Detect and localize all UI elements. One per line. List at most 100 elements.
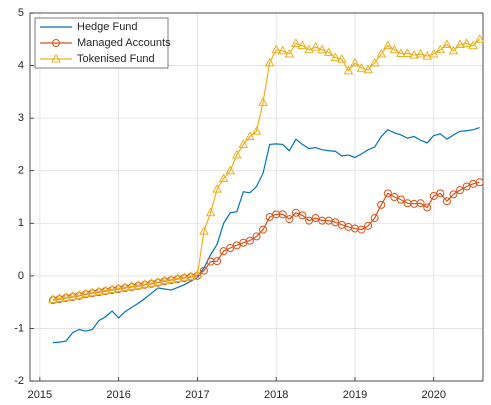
- legend: Hedge Fund Managed Accounts Tokenised Fund: [34, 17, 171, 69]
- marker: [291, 38, 301, 47]
- x-tick-label: 2016: [106, 389, 130, 401]
- marker: [87, 287, 98, 297]
- marker: [356, 62, 367, 72]
- marker: [468, 40, 479, 50]
- marker: [377, 200, 386, 209]
- marker: [442, 197, 451, 206]
- marker: [409, 49, 419, 59]
- marker: [416, 199, 425, 208]
- marker: [258, 97, 268, 106]
- marker: [172, 273, 183, 282]
- marker: [199, 225, 209, 235]
- marker: [212, 183, 222, 193]
- marker: [232, 241, 241, 250]
- marker: [271, 44, 282, 54]
- marker: [396, 195, 405, 204]
- y-tick-label: -2: [14, 375, 24, 387]
- y-tick-label: 1: [18, 217, 24, 229]
- marker: [415, 48, 426, 58]
- marker: [402, 48, 413, 57]
- marker: [264, 57, 275, 67]
- marker: [226, 243, 235, 252]
- marker: [428, 48, 439, 58]
- marker: [61, 292, 71, 301]
- y-tick-label: -1: [14, 322, 24, 334]
- marker: [317, 44, 327, 54]
- marker: [343, 65, 354, 75]
- marker: [389, 44, 400, 54]
- marker: [100, 285, 111, 295]
- marker: [192, 269, 203, 279]
- marker: [265, 212, 274, 221]
- plot-area: [30, 13, 483, 381]
- marker: [199, 266, 208, 275]
- marker: [305, 216, 314, 225]
- legend-label: Tokenised Fund: [77, 53, 155, 65]
- marker: [429, 191, 438, 200]
- x-tick-label: 2018: [264, 389, 288, 401]
- marker: [448, 45, 459, 55]
- marker: [423, 203, 432, 212]
- marker: [382, 40, 393, 50]
- marker: [259, 225, 268, 234]
- marker: [277, 45, 288, 55]
- marker: [376, 48, 387, 58]
- marker: [80, 288, 91, 298]
- legend-marker: [52, 39, 60, 47]
- marker: [133, 280, 144, 289]
- marker: [213, 257, 222, 266]
- marker: [231, 149, 242, 159]
- marker: [396, 48, 406, 57]
- marker: [461, 38, 472, 47]
- marker: [159, 275, 170, 285]
- marker: [245, 131, 255, 141]
- marker: [435, 44, 446, 54]
- marker: [330, 52, 341, 62]
- marker: [455, 39, 465, 49]
- y-tick-label: 4: [18, 59, 24, 71]
- marker: [166, 274, 177, 284]
- marker: [146, 277, 157, 287]
- marker: [120, 282, 131, 291]
- marker: [297, 40, 308, 50]
- marker: [311, 214, 320, 223]
- marker: [225, 165, 236, 175]
- x-tick-label: 2019: [343, 389, 367, 401]
- marker: [370, 214, 379, 223]
- series-line: [52, 38, 481, 301]
- marker: [363, 64, 373, 74]
- series-line: [52, 127, 480, 344]
- marker: [357, 225, 366, 234]
- marker: [48, 294, 58, 304]
- legend-label: Hedge Fund: [77, 21, 138, 33]
- marker: [442, 39, 452, 49]
- legend-marker: [51, 53, 61, 63]
- legend-label: Managed Accounts: [77, 37, 171, 49]
- marker: [475, 178, 484, 187]
- x-tick-label: 2017: [185, 389, 209, 401]
- x-tick-label: 2020: [422, 389, 446, 401]
- marker: [219, 247, 228, 256]
- marker: [153, 276, 163, 286]
- marker: [278, 210, 287, 219]
- y-tick-label: 0: [18, 270, 24, 282]
- marker: [251, 126, 262, 135]
- marker: [179, 272, 190, 281]
- marker: [205, 207, 216, 217]
- marker: [238, 139, 249, 148]
- marker: [284, 48, 295, 58]
- axes-box: [29, 12, 484, 382]
- marker: [455, 186, 464, 195]
- marker: [369, 57, 380, 67]
- marker: [298, 211, 307, 220]
- marker: [331, 218, 340, 227]
- marker: [218, 173, 229, 183]
- marker: [449, 190, 458, 199]
- y-tick-label: 5: [18, 7, 24, 19]
- marker: [383, 189, 392, 198]
- marker: [336, 54, 347, 63]
- marker: [304, 44, 314, 54]
- marker: [462, 182, 471, 191]
- marker: [364, 221, 373, 230]
